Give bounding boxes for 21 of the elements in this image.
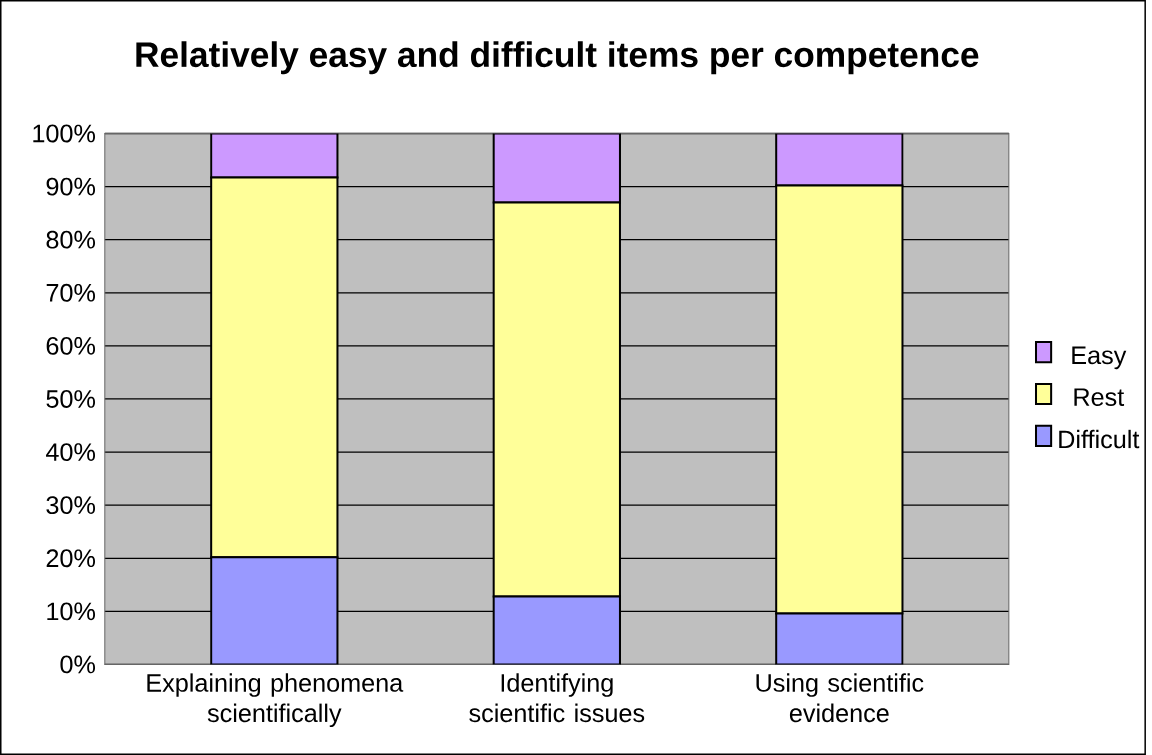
x-tick-label: Using scientific evidence <box>756 673 924 723</box>
chart-title: Relatively easy and difficult items per competence <box>136 41 979 75</box>
y-tick-label: 40% <box>46 443 96 462</box>
y-tick-label: 100% <box>33 124 96 143</box>
legend-label: Easy <box>1072 346 1127 370</box>
y-tick-label: 0% <box>60 655 96 674</box>
y-tick-label: 90% <box>46 177 96 196</box>
legend-label: Difficult <box>1059 429 1140 449</box>
y-tick-label: 20% <box>46 549 96 568</box>
y-tick-label: 70% <box>46 283 96 302</box>
x-tick-label: Identifying scientific issues <box>469 673 645 723</box>
y-tick-label: 10% <box>47 602 96 621</box>
y-tick-label: 30% <box>46 496 96 515</box>
bar <box>210 556 339 665</box>
y-tick-label: 80% <box>46 230 96 249</box>
x-tick-label: Explaining phenomena scientifically <box>147 673 404 728</box>
bar <box>775 612 904 665</box>
y-tick-label: 50% <box>46 390 96 408</box>
bar <box>492 595 621 665</box>
legend-label: Rest <box>1074 388 1125 407</box>
y-tick-label: 60% <box>46 337 96 355</box>
